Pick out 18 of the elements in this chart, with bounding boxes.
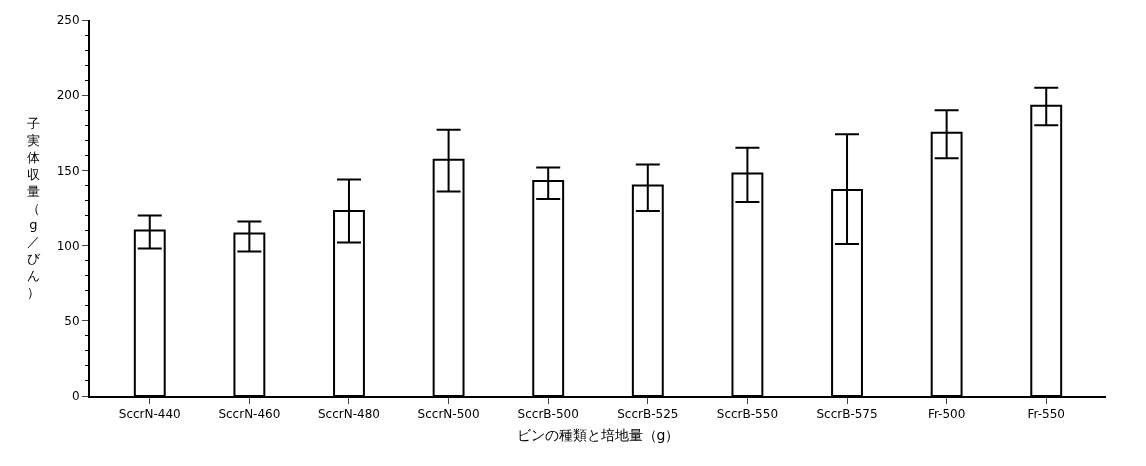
x-tick-label: SccrB-500 [517, 407, 579, 422]
y-tick-label: 200 [56, 88, 80, 103]
y-tick-label: 0 [71, 389, 80, 404]
y-tick-label: 100 [56, 238, 80, 253]
x-tick-label: SccrB-575 [816, 407, 878, 422]
text: 子実体収量（g／びん） [27, 116, 40, 300]
x-tick-label: SccrN-480 [318, 407, 380, 422]
x-tick-label: SccrN-500 [417, 407, 480, 422]
y-tick-label: 250 [56, 13, 80, 28]
y-tick-label: 150 [56, 163, 80, 178]
x-tick-label: Fr-550 [1027, 407, 1065, 422]
x-tick-label: SccrB-550 [716, 407, 779, 422]
x-tick-label: Fr-500 [927, 407, 966, 422]
x-tick-label: SccrN-460 [218, 407, 281, 422]
x-tick-label: SccrB-525 [617, 407, 679, 422]
x-tick-label: SccrN-440 [118, 407, 181, 422]
y-tick-label: 50 [64, 314, 80, 328]
x-axis-title: ビンの種類と培地量（g） [516, 427, 680, 444]
